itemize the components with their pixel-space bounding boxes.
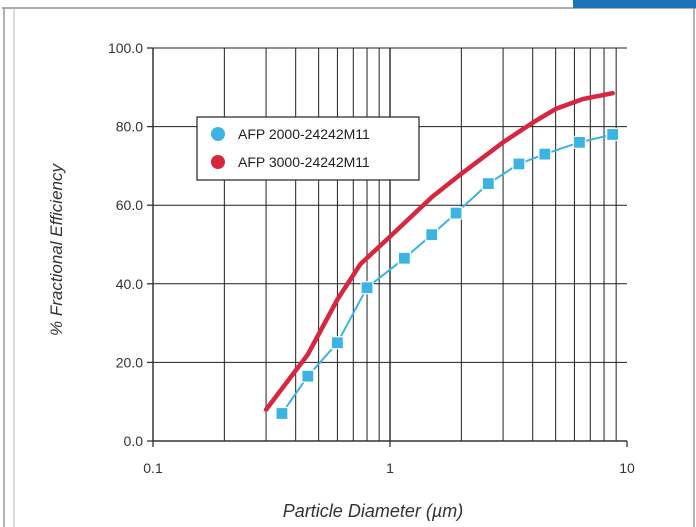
- y-tick-label: 40.0: [116, 276, 143, 292]
- data-point-afp-2000: [481, 176, 495, 191]
- y-tick-label: 20.0: [116, 354, 143, 370]
- series-layer: [263, 90, 620, 421]
- x-tick-label: 1: [386, 460, 394, 476]
- legend: AFP 2000-24242M11 AFP 3000-24242M11: [196, 116, 420, 181]
- plot-area: [147, 47, 628, 447]
- legend-marker-afp-3000: [211, 155, 225, 169]
- data-point-afp-2000: [606, 127, 620, 142]
- x-tick-label: 10: [619, 460, 635, 476]
- y-tick-label: 80.0: [116, 119, 143, 135]
- legend-label-afp-2000: AFP 2000-24242M11: [238, 126, 370, 142]
- data-point-afp-2000: [538, 147, 552, 161]
- data-point-afp-2000: [275, 406, 289, 421]
- y-tick-label: 100.0: [108, 40, 143, 56]
- y-tick-label: 0.0: [124, 433, 144, 449]
- data-point-afp-2000: [512, 157, 526, 171]
- legend-box: [196, 116, 420, 181]
- y-tick-labels: 0.0 20.0 40.0 60.0 80.0 100.0: [108, 40, 143, 449]
- legend-label-afp-3000: AFP 3000-24242M11: [238, 154, 370, 170]
- data-point-afp-2000: [330, 336, 345, 350]
- x-tick-label: 0.1: [143, 460, 163, 476]
- accent-tab: [573, 0, 696, 8]
- data-point-afp-2000: [397, 251, 411, 265]
- x-axis-label: Particle Diameter (µm): [283, 501, 463, 521]
- data-point-afp-2000: [425, 228, 439, 242]
- legend-marker-afp-2000: [211, 127, 225, 141]
- axes: [147, 47, 628, 447]
- x-tick-labels: 0.1 1 10: [143, 460, 635, 476]
- data-point-afp-2000: [301, 369, 315, 383]
- data-point-afp-2000: [360, 281, 374, 295]
- y-tick-label: 60.0: [116, 197, 143, 213]
- y-axis-label: % Fractional Efficiency: [47, 163, 66, 336]
- data-point-afp-2000: [572, 135, 587, 149]
- data-point-afp-2000: [449, 206, 463, 220]
- series-line-afp-3000: [263, 90, 615, 412]
